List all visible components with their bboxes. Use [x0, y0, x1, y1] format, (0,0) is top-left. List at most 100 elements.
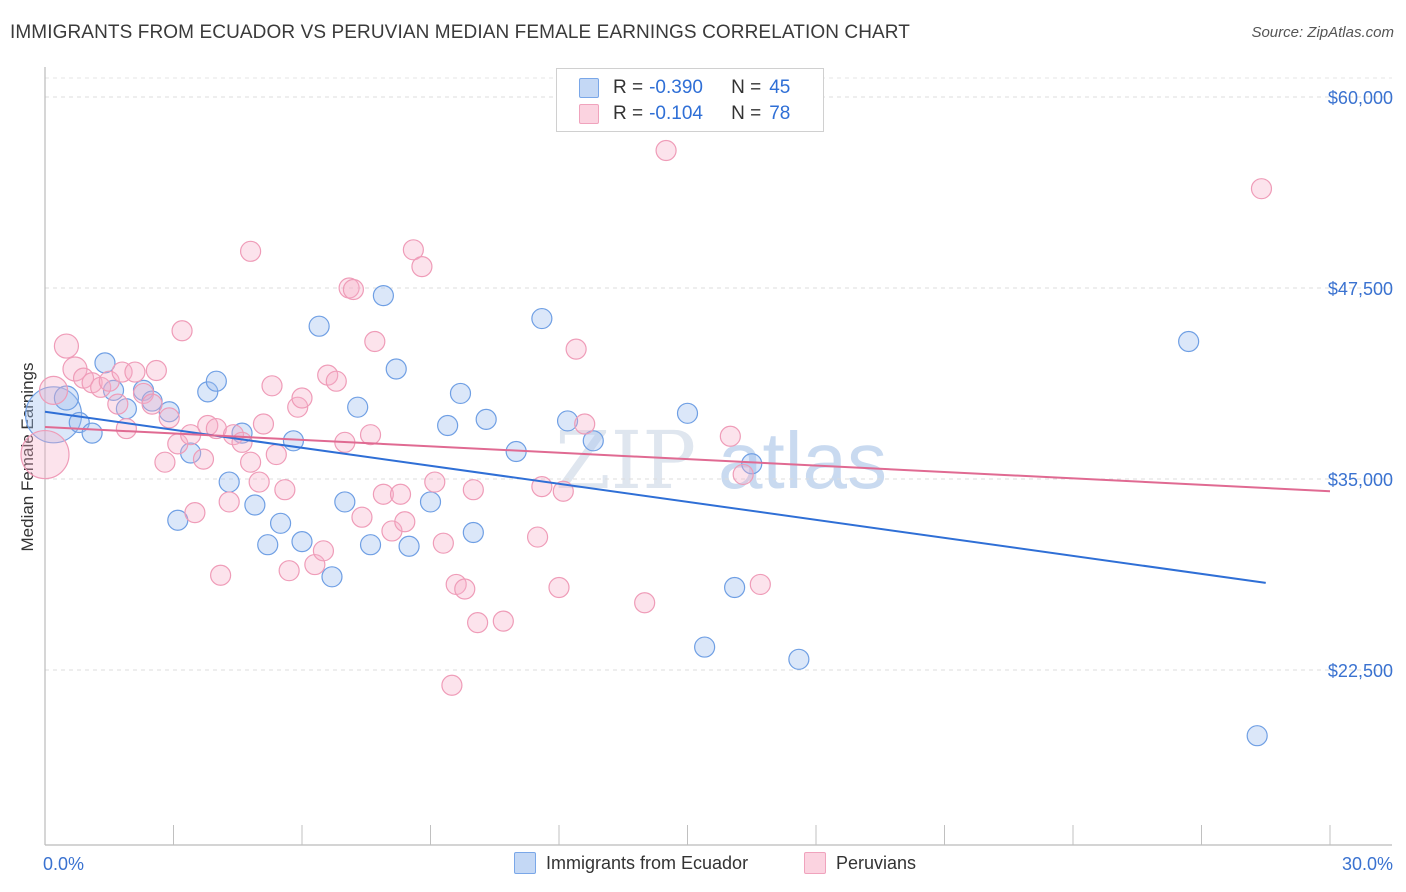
- data-point: [788, 648, 810, 670]
- data-point: [694, 636, 716, 658]
- data-point: [257, 534, 279, 556]
- data-point: [364, 330, 386, 353]
- data-point: [218, 491, 240, 513]
- data-point: [574, 413, 596, 435]
- data-point: [441, 674, 463, 696]
- data-point: [261, 375, 283, 397]
- data-point: [205, 417, 227, 440]
- data-point: [312, 540, 335, 562]
- data-point: [1178, 330, 1200, 353]
- data-point: [556, 410, 579, 432]
- legend-row-ecuador: R = -0.390 N = 45: [579, 76, 790, 100]
- data-point: [205, 370, 227, 392]
- data-point: [749, 573, 771, 596]
- data-point: [107, 393, 129, 415]
- legend-r-label: R =: [613, 103, 644, 124]
- x-tick-label: 30.0%: [1342, 854, 1393, 874]
- legend-r-value: -0.104: [649, 103, 703, 124]
- x-tick-label: 0.0%: [43, 854, 84, 874]
- legend-row-peruvians: R = -0.104 N = 78: [579, 102, 790, 126]
- trend-lines: [44, 410, 1331, 584]
- data-point: [655, 139, 677, 162]
- data-point: [274, 479, 296, 501]
- legend-n-label: N =: [731, 77, 762, 98]
- data-point: [192, 448, 215, 470]
- legend-swatch-blue: [579, 78, 599, 98]
- bottom-legend-peruvians[interactable]: Peruvians: [804, 852, 916, 874]
- data-point: [38, 375, 69, 405]
- gridlines: [45, 77, 1392, 671]
- legend-n-value: 45: [769, 77, 791, 98]
- data-points: [20, 139, 1273, 747]
- data-point: [252, 413, 275, 435]
- data-point: [548, 576, 570, 599]
- data-point: [372, 483, 394, 505]
- data-point: [184, 502, 206, 524]
- watermark-zip: ZIP: [555, 414, 696, 507]
- data-point: [359, 424, 382, 446]
- bottom-legend-ecuador[interactable]: Immigrants from Ecuador: [514, 852, 748, 874]
- legend-n-value: 78: [769, 103, 791, 124]
- data-point: [359, 534, 382, 556]
- data-point: [141, 393, 163, 415]
- data-point: [291, 387, 313, 409]
- legend-r-value: -0.390: [649, 77, 703, 98]
- data-point: [265, 443, 287, 466]
- data-point: [634, 592, 656, 614]
- data-point: [321, 566, 343, 588]
- data-point: [218, 471, 240, 493]
- data-point: [20, 429, 70, 480]
- data-point: [325, 370, 347, 392]
- data-point: [732, 463, 754, 486]
- data-point: [419, 491, 442, 513]
- data-point: [132, 382, 155, 405]
- data-point: [278, 560, 300, 582]
- data-point: [467, 612, 489, 634]
- data-point: [454, 578, 476, 600]
- bottom-legend-label: Immigrants from Ecuador: [546, 852, 749, 873]
- data-point: [552, 480, 574, 502]
- data-point: [582, 430, 604, 452]
- data-point: [565, 338, 587, 360]
- data-point: [402, 239, 424, 261]
- data-point: [724, 576, 746, 599]
- data-point: [398, 535, 420, 557]
- data-point: [719, 425, 741, 447]
- source-label: Source: ZipAtlas.com: [1251, 24, 1394, 41]
- data-point: [248, 471, 270, 493]
- data-point: [231, 431, 253, 453]
- data-point: [197, 381, 219, 403]
- legend-n-label: N =: [731, 103, 762, 124]
- data-point: [342, 278, 364, 301]
- data-point: [171, 320, 193, 342]
- data-point: [526, 526, 549, 548]
- y-tick-label: $22,500: [1328, 661, 1393, 681]
- data-point: [394, 511, 416, 533]
- data-point: [1250, 178, 1273, 200]
- data-point: [531, 307, 553, 330]
- data-point: [154, 451, 176, 473]
- data-point: [462, 479, 484, 501]
- y-tick-label: $35,000: [1328, 470, 1393, 490]
- trend-line: [44, 410, 1266, 584]
- y-tick-label: $60,000: [1328, 88, 1393, 108]
- watermark-atlas: atlas: [718, 416, 887, 505]
- data-point: [158, 407, 180, 429]
- chart-title: IMMIGRANTS FROM ECUADOR VS PERUVIAN MEDI…: [10, 22, 910, 43]
- data-point: [462, 521, 484, 544]
- data-point: [240, 240, 262, 262]
- data-point: [81, 422, 103, 444]
- data-point: [372, 285, 394, 307]
- correlation-legend: R = -0.390 N = 45 R = -0.104 N = 78: [556, 68, 824, 132]
- trend-line: [44, 426, 1331, 493]
- data-point: [347, 396, 369, 418]
- data-point: [124, 361, 146, 383]
- data-point: [240, 451, 262, 473]
- data-point: [334, 491, 356, 513]
- data-point: [475, 408, 497, 431]
- bottom-legend-swatch-pink: [804, 852, 826, 874]
- legend-swatch-pink: [579, 104, 599, 124]
- data-point: [676, 402, 699, 424]
- data-point: [424, 471, 446, 493]
